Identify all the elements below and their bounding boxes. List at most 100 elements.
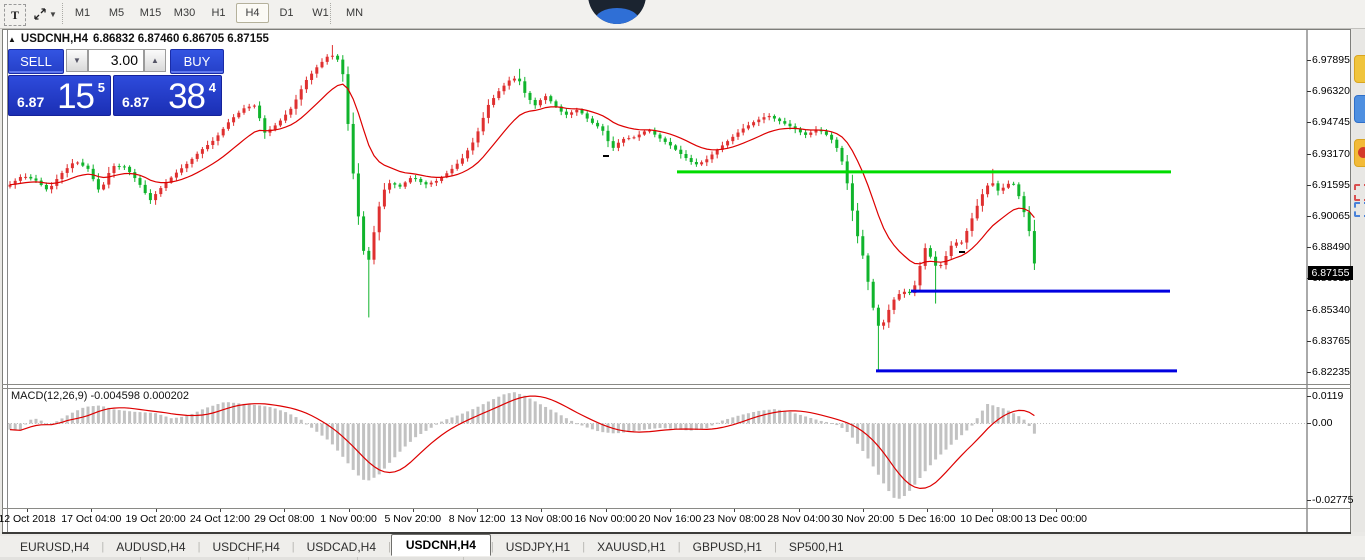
macd-axis-tick — [1307, 395, 1311, 397]
sell-price-panel[interactable]: 6.87 15 5 — [8, 75, 111, 116]
macd-histogram-bar — [559, 415, 563, 424]
macd-histogram-bar — [117, 410, 121, 424]
candle-body — [117, 166, 121, 168]
candle-body — [918, 265, 922, 286]
volume-increase-button[interactable]: ▲ — [144, 49, 166, 72]
macd-histogram-bar — [502, 394, 506, 424]
candle-body — [668, 141, 672, 146]
macd-histogram-bar — [804, 416, 808, 424]
macd-histogram-bar — [13, 423, 17, 431]
macd-histogram-bar — [523, 395, 527, 424]
desktop-icon-fragment-4[interactable] — [1354, 184, 1365, 201]
macd-histogram-bar — [736, 415, 740, 424]
date-axis-label: 13 Nov 08:00 — [510, 513, 573, 525]
chart-tab-USDCADH4[interactable]: USDCAD,H4 — [306, 539, 376, 554]
arrows-tool-button[interactable]: ▼ — [30, 4, 60, 24]
price-axis-label: 6.90065 — [1312, 210, 1350, 222]
price-axis-label: 6.96320 — [1312, 85, 1350, 97]
date-axis-tick — [27, 509, 28, 512]
macd-histogram-bar — [939, 423, 943, 455]
buy-price-panel[interactable]: 6.87 38 4 — [113, 75, 222, 116]
pane-separator[interactable] — [2, 384, 1351, 389]
chart-ohlc-values: 6.86832 6.87460 6.86705 6.87155 — [93, 33, 269, 45]
timeframe-button-M5[interactable]: M5 — [108, 7, 125, 19]
macd-histogram-bar — [549, 409, 553, 424]
candle-body — [29, 176, 33, 179]
macd-histogram-bar — [211, 405, 215, 424]
timeframe-button-MN[interactable]: MN — [345, 7, 364, 19]
buy-button[interactable]: BUY — [170, 49, 224, 74]
tab-separator: | — [291, 540, 295, 553]
candle-body — [492, 98, 496, 105]
chart-tab-USDCNHH4[interactable]: USDCNH,H4 — [390, 534, 491, 556]
chart-tab-GBPUSDH1[interactable]: GBPUSD,H1 — [692, 539, 762, 554]
candle-body — [200, 149, 204, 154]
candle-body — [554, 101, 558, 107]
candle-body — [824, 131, 828, 135]
macd-histogram-bar — [278, 410, 282, 424]
price-axis-tick — [1307, 246, 1311, 248]
date-axis-tick — [991, 509, 993, 512]
candle-body — [70, 163, 74, 169]
timeframe-button-M30[interactable]: M30 — [173, 7, 196, 19]
volume-decrease-button[interactable]: ▼ — [66, 49, 88, 72]
candle-body — [564, 111, 568, 115]
timeframe-button-H4[interactable]: H4 — [236, 3, 269, 23]
text-tool-icon[interactable]: T — [4, 4, 26, 26]
chart-tab-USDJPYH1[interactable]: USDJPY,H1 — [505, 539, 571, 554]
candle-body — [882, 322, 886, 326]
macd-histogram-bar — [424, 423, 428, 431]
macd-histogram-bar — [185, 415, 189, 424]
candle-body — [289, 108, 293, 115]
candle-body — [762, 117, 766, 120]
macd-histogram-bar — [642, 423, 646, 430]
macd-histogram-bar — [226, 402, 230, 424]
collapse-panel-icon[interactable]: ▲ — [8, 34, 16, 44]
candle-body — [658, 134, 662, 139]
macd-histogram-bar — [112, 409, 116, 424]
sell-button[interactable]: SELL — [8, 49, 64, 74]
chart-tab-USDCHFH4[interactable]: USDCHF,H4 — [212, 539, 280, 554]
desktop-icon-fragment-5[interactable] — [1354, 202, 1365, 217]
desktop-icon-fragment-1[interactable] — [1354, 55, 1365, 83]
timeframe-button-W1[interactable]: W1 — [312, 7, 329, 19]
macd-histogram-bar — [258, 405, 262, 424]
candle-body — [814, 130, 818, 133]
volume-input[interactable]: 3.00 — [88, 49, 144, 72]
timeframe-button-M15[interactable]: M15 — [139, 7, 162, 19]
candle-body — [606, 130, 610, 142]
chart-tab-SP500H1[interactable]: SP500,H1 — [788, 539, 844, 554]
price-axis-label: 6.83765 — [1312, 335, 1350, 347]
candle-body — [819, 130, 823, 132]
chart-window — [2, 29, 1351, 533]
candle-body — [377, 206, 381, 233]
candlestick-plot — [8, 45, 1177, 373]
sell-price-big: 15 — [57, 77, 95, 116]
macd-plot — [8, 392, 1307, 499]
candle-body — [388, 183, 392, 190]
macd-histogram-bar — [471, 409, 475, 424]
macd-histogram-bar — [455, 415, 459, 424]
candle-body — [1006, 183, 1010, 188]
timeframe-button-D1[interactable]: D1 — [279, 7, 294, 19]
chevron-down-icon: ▼ — [49, 9, 57, 19]
chart-tab-EURUSDH4[interactable]: EURUSD,H4 — [20, 539, 90, 554]
macd-histogram-bar — [570, 420, 574, 424]
chart-tab-AUDUSDH4[interactable]: AUDUSD,H4 — [116, 539, 186, 554]
macd-histogram-bar — [809, 417, 813, 424]
timeframe-button-H1[interactable]: H1 — [211, 7, 226, 19]
macd-indicator-label: MACD(12,26,9) -0.004598 0.000202 — [11, 390, 189, 402]
desktop-icon-fragment-3[interactable] — [1354, 139, 1365, 167]
desktop-icon-fragment-2[interactable] — [1354, 95, 1365, 123]
date-axis-tick — [734, 509, 736, 512]
candle-body — [533, 99, 537, 106]
macd-histogram-bar — [596, 423, 600, 432]
timeframe-button-M1[interactable]: M1 — [74, 7, 91, 19]
candle-body — [996, 183, 1000, 191]
candle-body — [866, 255, 870, 282]
chart-tab-XAUUSDH1[interactable]: XAUUSD,H1 — [597, 539, 666, 554]
candle-body — [143, 184, 147, 194]
toolbar-separator — [62, 3, 63, 24]
